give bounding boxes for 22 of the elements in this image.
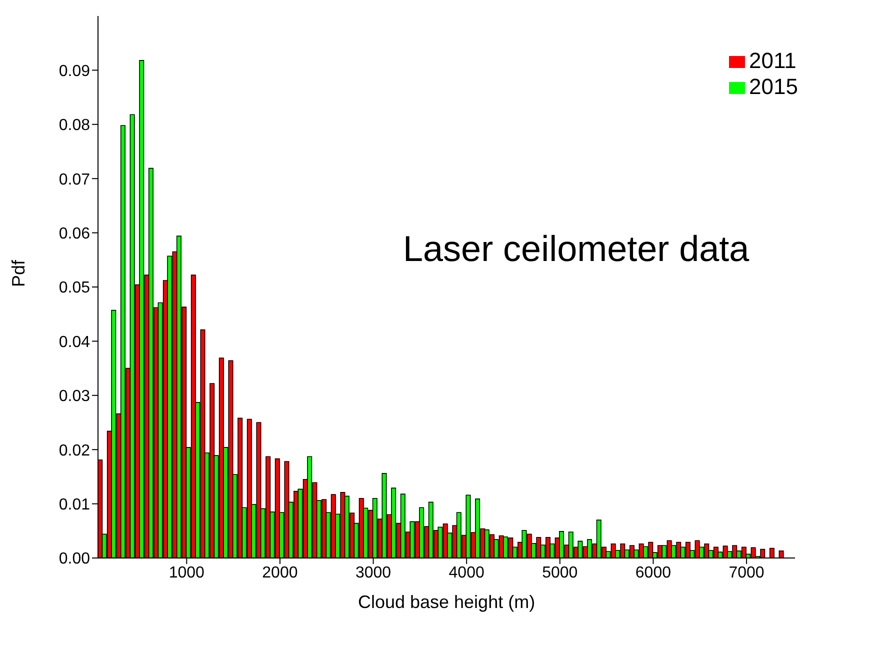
x-tick-label: 2000 — [262, 564, 298, 582]
x-tick-label: 5000 — [542, 564, 578, 582]
y-axis-title: Pdf — [8, 258, 28, 287]
y-tick-label: 0.07 — [58, 171, 90, 188]
y-tick-label: 0.00 — [58, 550, 90, 568]
x-axis-title: Cloud base height (m) — [358, 592, 536, 612]
y-tick-label: 0.06 — [58, 225, 90, 242]
x-tick-label: 6000 — [635, 564, 672, 582]
x-tick-label: 1000 — [168, 564, 205, 582]
y-tick-label: 0.04 — [58, 334, 90, 351]
legend-label: 2011 — [749, 48, 796, 73]
y-tick-label: 0.01 — [58, 496, 90, 514]
y-tick-label: 0.05 — [58, 280, 90, 297]
y-tick-label: 0.09 — [58, 62, 90, 80]
legend-label: 2015 — [749, 74, 798, 99]
y-tick-label: 0.08 — [58, 117, 90, 134]
y-tick-label: 0.03 — [58, 388, 90, 406]
x-tick-label: 4000 — [448, 564, 484, 582]
annotation: Laser ceilometer data — [403, 228, 750, 270]
x-tick-label: 3000 — [355, 564, 392, 582]
x-tick-label: 7000 — [728, 564, 764, 582]
y-tick-label: 0.02 — [58, 442, 90, 460]
